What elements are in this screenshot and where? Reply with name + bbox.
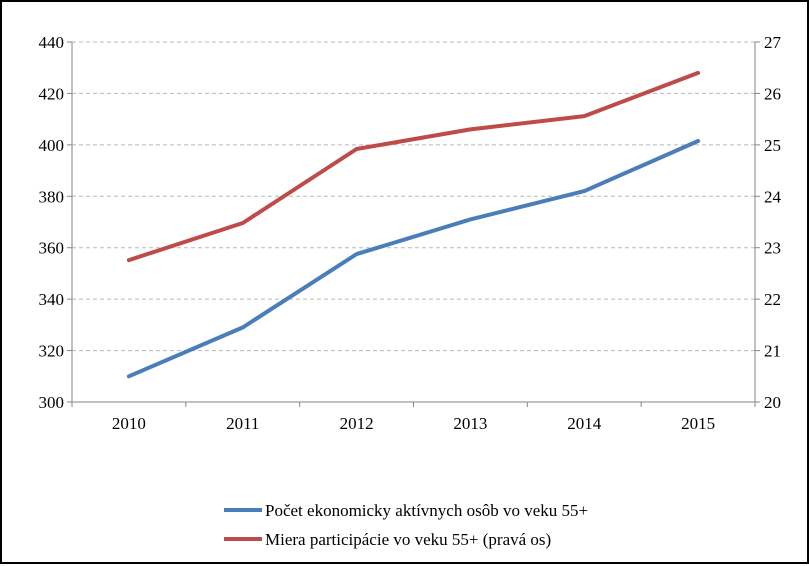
y-right-tick-label: 27 [764,33,782,52]
series-line-2 [126,70,701,263]
legend-label-2: Miera participácie vo veku 55+ (pravá os… [265,530,551,549]
y-left-tick-label: 360 [39,239,65,258]
y-left-tick-label: 440 [39,33,65,52]
y-left-tick-label: 300 [39,393,65,412]
y-left-tick-label: 400 [39,136,65,155]
legend-label-1: Počet ekonomicky aktívnych osôb vo veku … [265,501,588,520]
x-tick-label: 2015 [681,414,715,433]
series-lines [126,70,701,379]
y-right-tick-label: 22 [764,290,781,309]
y-right-tick-label: 20 [764,393,781,412]
x-tick-label: 2011 [226,414,259,433]
y-right-tick-label: 24 [764,187,782,206]
y-right-tick-label: 21 [764,342,781,361]
x-tick-label: 2014 [567,414,602,433]
y-left-tick-label: 340 [39,290,65,309]
y-left-tick-label: 420 [39,84,65,103]
series-line-1 [126,139,701,379]
x-tick-label: 2012 [340,414,374,433]
x-tick-label: 2010 [112,414,146,433]
axes: 300 320 340 360 380 400 420 440 20 21 22 23 24 25 26 27… [39,33,782,433]
y-left-tick-label: 380 [39,187,65,206]
x-tick-label: 2013 [453,414,487,433]
legend: Počet ekonomicky aktívnych osôb vo veku … [224,501,588,549]
y-right-tick-label: 23 [764,239,781,258]
y-right-tick-label: 26 [764,84,781,103]
y-right-tick-label: 25 [764,136,781,155]
y-left-tick-label: 320 [39,342,65,361]
